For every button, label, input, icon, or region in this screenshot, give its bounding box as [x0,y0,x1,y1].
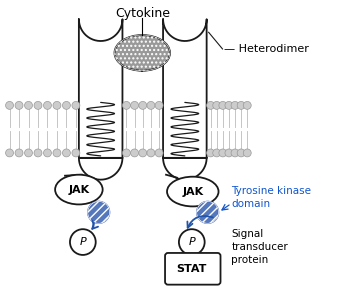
Circle shape [5,102,14,109]
Text: Signal
transducer
protein: Signal transducer protein [232,229,288,265]
Circle shape [213,102,221,109]
Circle shape [147,149,155,157]
Circle shape [155,102,163,109]
Circle shape [237,102,245,109]
Circle shape [43,102,52,109]
Circle shape [197,202,219,223]
Circle shape [53,149,61,157]
Circle shape [15,149,23,157]
Text: Cytokine: Cytokine [115,7,170,20]
Circle shape [243,149,251,157]
Circle shape [207,102,215,109]
Circle shape [122,102,131,109]
Text: P: P [188,237,195,247]
Text: Tyrosine kinase
domain: Tyrosine kinase domain [232,186,312,209]
Text: P: P [79,237,86,247]
Circle shape [72,102,80,109]
Ellipse shape [115,35,170,71]
Circle shape [147,102,155,109]
Circle shape [88,202,109,223]
Polygon shape [184,248,200,259]
Ellipse shape [167,177,219,206]
Circle shape [237,149,245,157]
Circle shape [5,149,14,157]
Circle shape [131,149,139,157]
Circle shape [24,149,33,157]
Circle shape [70,229,96,255]
Circle shape [225,149,233,157]
Polygon shape [163,19,207,180]
Circle shape [139,102,147,109]
Polygon shape [79,19,122,180]
Text: STAT: STAT [177,264,207,274]
Circle shape [62,149,71,157]
Circle shape [53,102,61,109]
Circle shape [15,102,23,109]
Circle shape [34,149,42,157]
Circle shape [34,102,42,109]
Circle shape [219,149,227,157]
Circle shape [139,149,147,157]
Circle shape [131,102,139,109]
Circle shape [62,102,71,109]
Text: JAK: JAK [68,184,89,195]
Circle shape [155,149,163,157]
Circle shape [219,102,227,109]
Text: — Heterodimer: — Heterodimer [224,44,310,54]
Text: JAK: JAK [182,186,203,197]
Circle shape [207,149,215,157]
Circle shape [213,149,221,157]
Circle shape [122,149,131,157]
Circle shape [231,149,239,157]
Circle shape [72,149,80,157]
Circle shape [243,102,251,109]
FancyBboxPatch shape [165,253,220,285]
Circle shape [225,102,233,109]
Circle shape [43,149,52,157]
Circle shape [179,229,205,255]
Circle shape [231,102,239,109]
Circle shape [24,102,33,109]
Ellipse shape [55,175,103,204]
